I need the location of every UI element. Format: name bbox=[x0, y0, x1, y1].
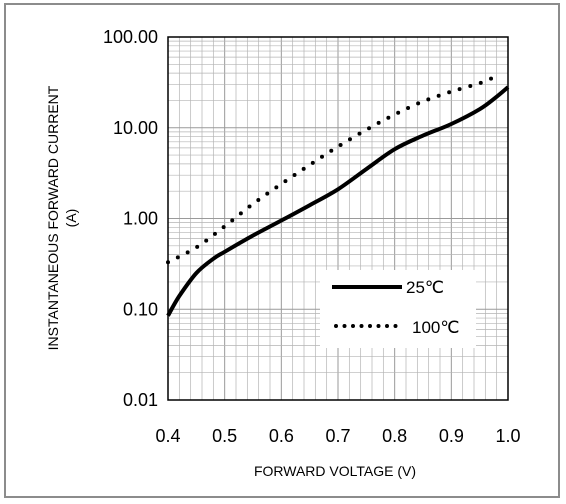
series-lines bbox=[166, 74, 510, 317]
y-tick-label: 0.01 bbox=[123, 390, 158, 410]
chart-frame bbox=[4, 3, 560, 498]
legend-label-100c: 100℃ bbox=[412, 318, 459, 337]
x-tick-label: 0.8 bbox=[382, 426, 407, 446]
x-tick-label: 0.6 bbox=[269, 426, 294, 446]
legend: 25℃ 100℃ bbox=[320, 270, 476, 348]
y-tick-label: 1.00 bbox=[123, 209, 158, 229]
x-tick-label: 0.5 bbox=[212, 426, 237, 446]
y-axis-unit: (A) bbox=[63, 209, 79, 228]
legend-box bbox=[320, 270, 476, 348]
x-tick-label: 0.9 bbox=[439, 426, 464, 446]
x-axis-label: FORWARD VOLTAGE (V) bbox=[254, 463, 416, 479]
y-axis-label: INSTANTANEOUS FORWARD CURRENT bbox=[45, 85, 61, 350]
legend-label-25c: 25℃ bbox=[406, 278, 444, 297]
y-tick-label: 10.00 bbox=[113, 118, 158, 138]
x-tick-label: 1.0 bbox=[495, 426, 520, 446]
series-line-25c bbox=[166, 85, 510, 317]
series-line-100c bbox=[166, 74, 499, 265]
x-tick-label: 0.7 bbox=[325, 426, 350, 446]
x-tick-labels: 0.4 0.5 0.6 0.7 0.8 0.9 1.0 bbox=[155, 426, 520, 446]
plot-area-border bbox=[167, 36, 509, 401]
y-tick-labels: 0.01 0.10 1.00 10.00 100.00 bbox=[103, 27, 158, 410]
y-tick-label: 0.10 bbox=[123, 299, 158, 319]
y-tick-label: 100.00 bbox=[103, 27, 158, 47]
x-tick-label: 0.4 bbox=[155, 426, 180, 446]
